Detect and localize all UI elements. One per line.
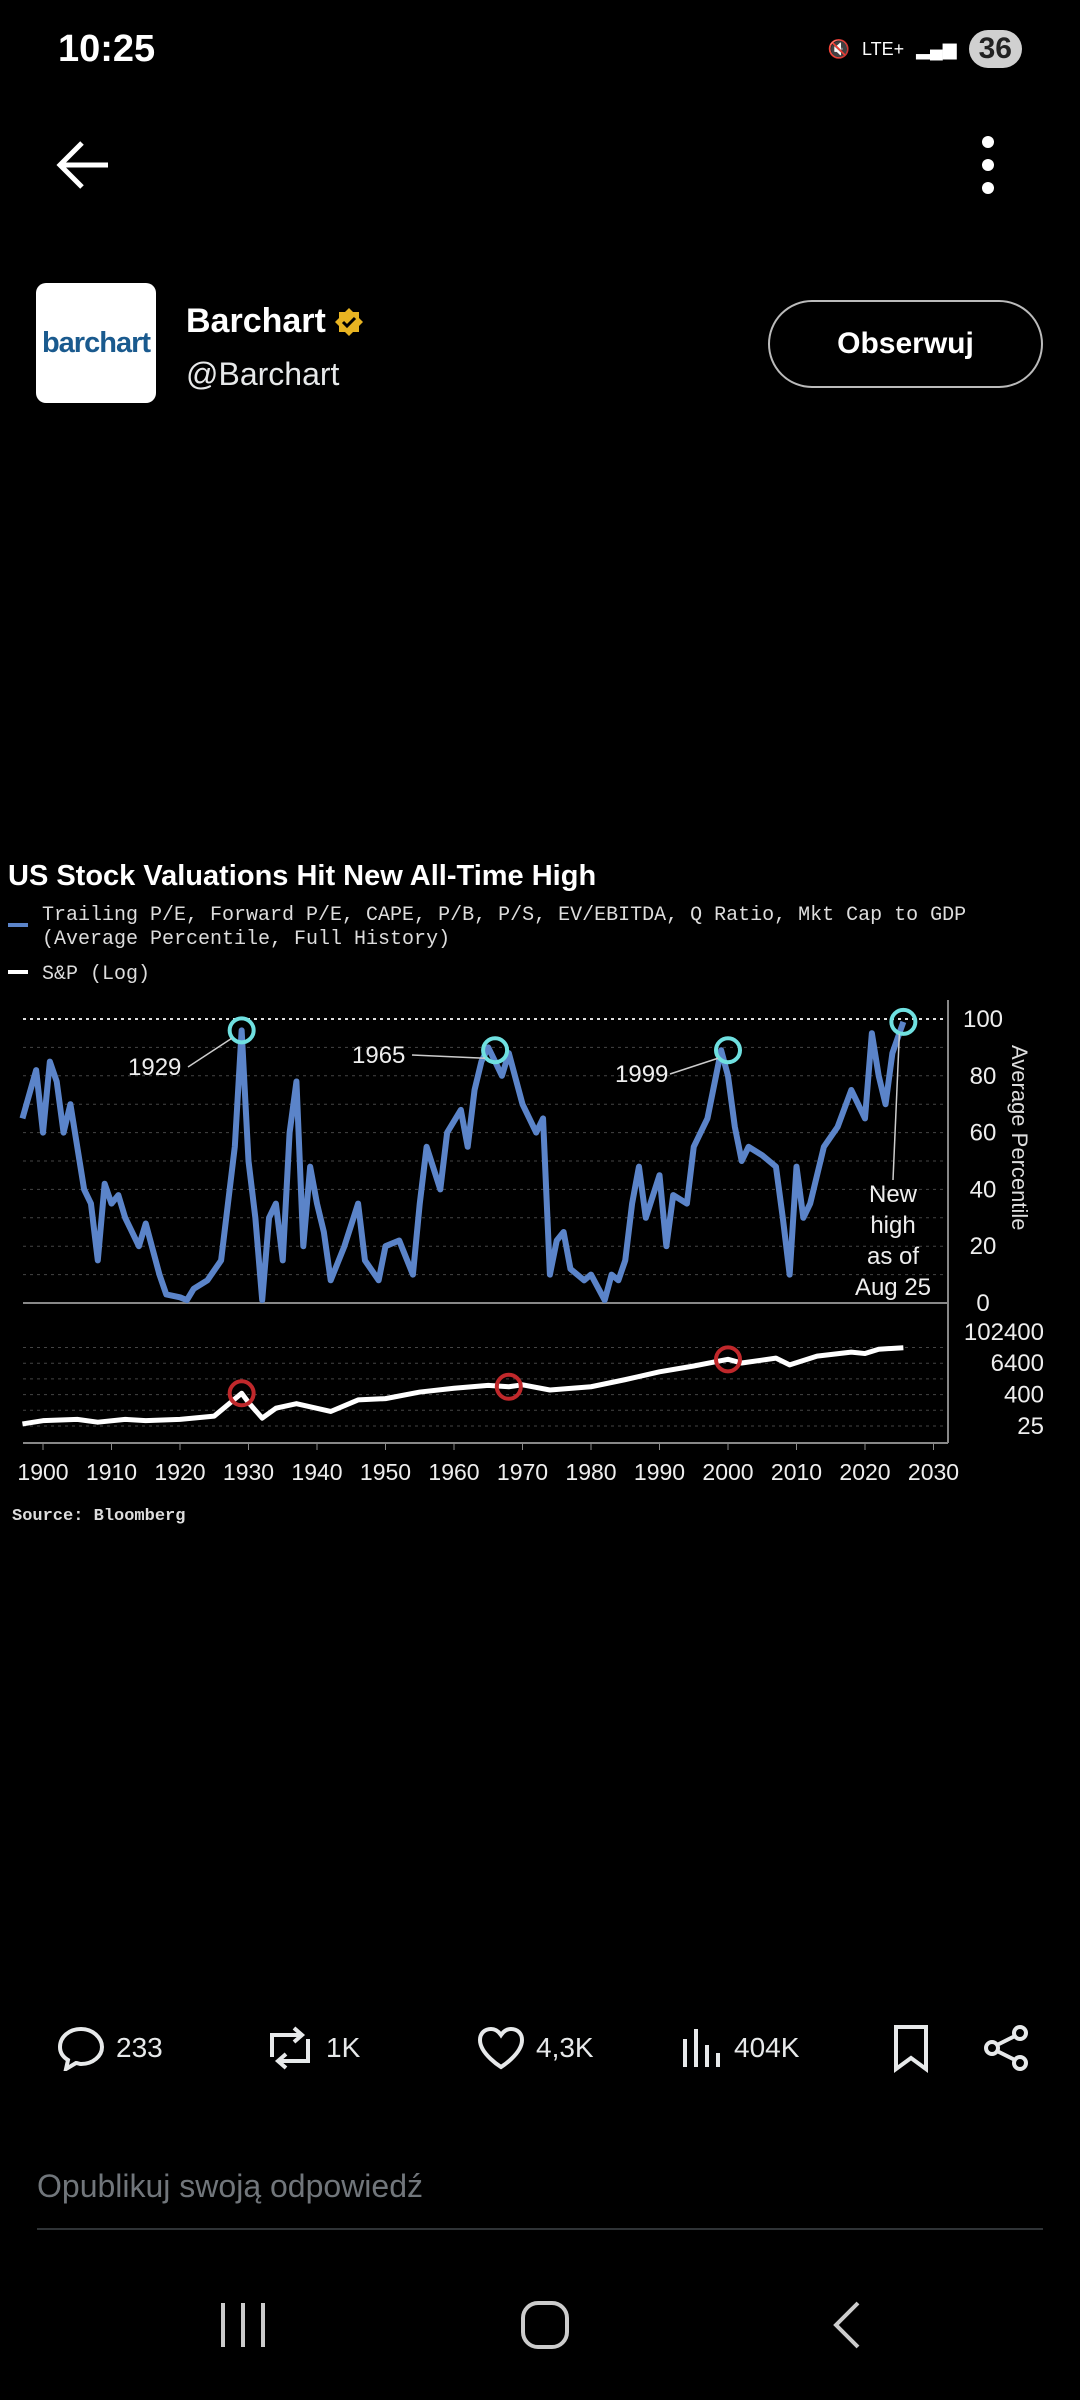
y-tick-label: 80 — [970, 1063, 997, 1090]
annotation-new-high: New — [869, 1181, 918, 1208]
recent-apps-icon[interactable] — [215, 2295, 271, 2355]
peak-circle — [889, 1007, 918, 1036]
legend-sp: S&P (Log) — [42, 963, 150, 986]
legend-valuation-sub: (Average Percentile, Full History) — [42, 928, 450, 951]
reply-button[interactable]: 233 — [56, 2020, 163, 2076]
annotation-label: 1999 — [615, 1061, 668, 1088]
y-tick-label: 400 — [1004, 1382, 1044, 1409]
annotation-new-high: as of — [867, 1243, 919, 1270]
views-button[interactable]: 404K — [680, 2020, 799, 2076]
y-tick-label: 60 — [970, 1120, 997, 1147]
author-name-text: Barchart — [186, 302, 326, 340]
reply-count: 233 — [116, 2032, 163, 2063]
more-options-icon[interactable] — [968, 130, 1008, 200]
y-tick-label: 20 — [970, 1233, 997, 1260]
annotation-new-high: Aug 25 — [855, 1274, 931, 1301]
x-tick-label: 1910 — [86, 1459, 137, 1485]
x-tick-label: 2020 — [839, 1459, 890, 1485]
y-tick-label: 102400 — [964, 1319, 1044, 1346]
like-count: 4,3K — [536, 2032, 594, 2063]
peak-circle — [714, 1036, 742, 1065]
x-tick-label: 1920 — [154, 1459, 205, 1485]
x-tick-label: 1900 — [17, 1459, 68, 1485]
bookmark-button[interactable] — [890, 2020, 932, 2076]
status-icons: 🔇 LTE+ ▂▄▆ 36 — [828, 30, 1022, 68]
mute-icon: 🔇 — [827, 38, 850, 59]
x-tick-label: 1960 — [428, 1459, 479, 1485]
x-tick-label: 1980 — [565, 1459, 616, 1485]
reply-input-underline — [37, 2228, 1043, 2230]
annotation-leader — [411, 1054, 486, 1059]
x-tick-label: 1970 — [497, 1459, 548, 1485]
valuation-chart: US Stock Valuations Hit New All-Time Hig… — [8, 860, 1044, 1526]
author-handle[interactable]: @Barchart — [186, 356, 340, 392]
share-button[interactable] — [982, 2020, 1030, 2076]
sp-peak-circle — [714, 1345, 742, 1374]
sp-peak-circle — [227, 1379, 256, 1408]
x-tick-label: 2030 — [908, 1459, 959, 1485]
author-name[interactable]: Barchart — [186, 302, 364, 341]
annotation-label: 1929 — [128, 1054, 181, 1081]
legend-swatch-valuation — [8, 923, 28, 927]
y-axis-label-percentile: Average Percentile — [1007, 1045, 1032, 1231]
peak-circle — [481, 1036, 510, 1065]
reply-input[interactable]: Opublikuj swoją odpowiedź — [37, 2168, 423, 2204]
annotation-leader — [669, 1057, 719, 1075]
annotation-leader — [187, 1037, 233, 1068]
share-icon — [984, 2025, 1028, 2071]
back-arrow-icon[interactable] — [52, 135, 116, 195]
y-tick-label: 25 — [1017, 1413, 1044, 1440]
status-time: 10:25 — [58, 28, 156, 70]
home-icon[interactable] — [517, 2295, 573, 2355]
verified-badge-icon — [334, 307, 363, 336]
signal-icon: ▂▄▆ — [916, 38, 957, 59]
y-tick-label: 100 — [963, 1006, 1003, 1033]
battery-indicator: 36 — [968, 30, 1022, 68]
views-icon — [683, 2029, 720, 2067]
y-tick-label: 6400 — [991, 1350, 1044, 1377]
legend-valuation: Trailing P/E, Forward P/E, CAPE, P/B, P/… — [42, 904, 966, 927]
repost-icon — [270, 2026, 310, 2070]
reply-icon — [57, 2026, 105, 2071]
x-tick-label: 1990 — [634, 1459, 685, 1485]
sp-peak-circle — [494, 1372, 523, 1401]
avatar-logo-text: barchart — [41, 326, 151, 359]
like-button[interactable]: 4,3K — [476, 2020, 594, 2076]
network-label: LTE+ — [861, 38, 905, 59]
annotation-new-high: high — [870, 1212, 915, 1239]
peak-circle — [227, 1016, 256, 1045]
x-tick-label: 1930 — [223, 1459, 274, 1485]
legend-swatch-sp — [8, 970, 28, 974]
y-tick-label: 40 — [970, 1176, 997, 1203]
heart-icon — [477, 2026, 525, 2070]
annotation-label: 1965 — [352, 1042, 405, 1069]
chart-source: Source: Bloomberg — [12, 1507, 185, 1526]
chart-title: US Stock Valuations Hit New All-Time Hig… — [8, 860, 596, 892]
avatar[interactable]: barchart — [36, 283, 156, 403]
follow-button[interactable]: Obserwuj — [768, 300, 1043, 388]
bookmark-icon — [894, 2025, 928, 2073]
x-tick-label: 2000 — [702, 1459, 753, 1485]
sp-line — [22, 1345, 904, 1427]
annotation-leader — [892, 1033, 901, 1181]
valuation-line — [19, 1020, 907, 1304]
x-tick-label: 1950 — [360, 1459, 411, 1485]
x-tick-label: 2010 — [771, 1459, 822, 1485]
views-count: 404K — [734, 2032, 800, 2063]
repost-button[interactable]: 1K — [264, 2020, 360, 2076]
system-back-icon[interactable] — [822, 2295, 878, 2355]
x-tick-label: 1940 — [291, 1459, 342, 1485]
repost-count: 1K — [326, 2032, 361, 2063]
y-tick-label: 0 — [976, 1290, 989, 1317]
